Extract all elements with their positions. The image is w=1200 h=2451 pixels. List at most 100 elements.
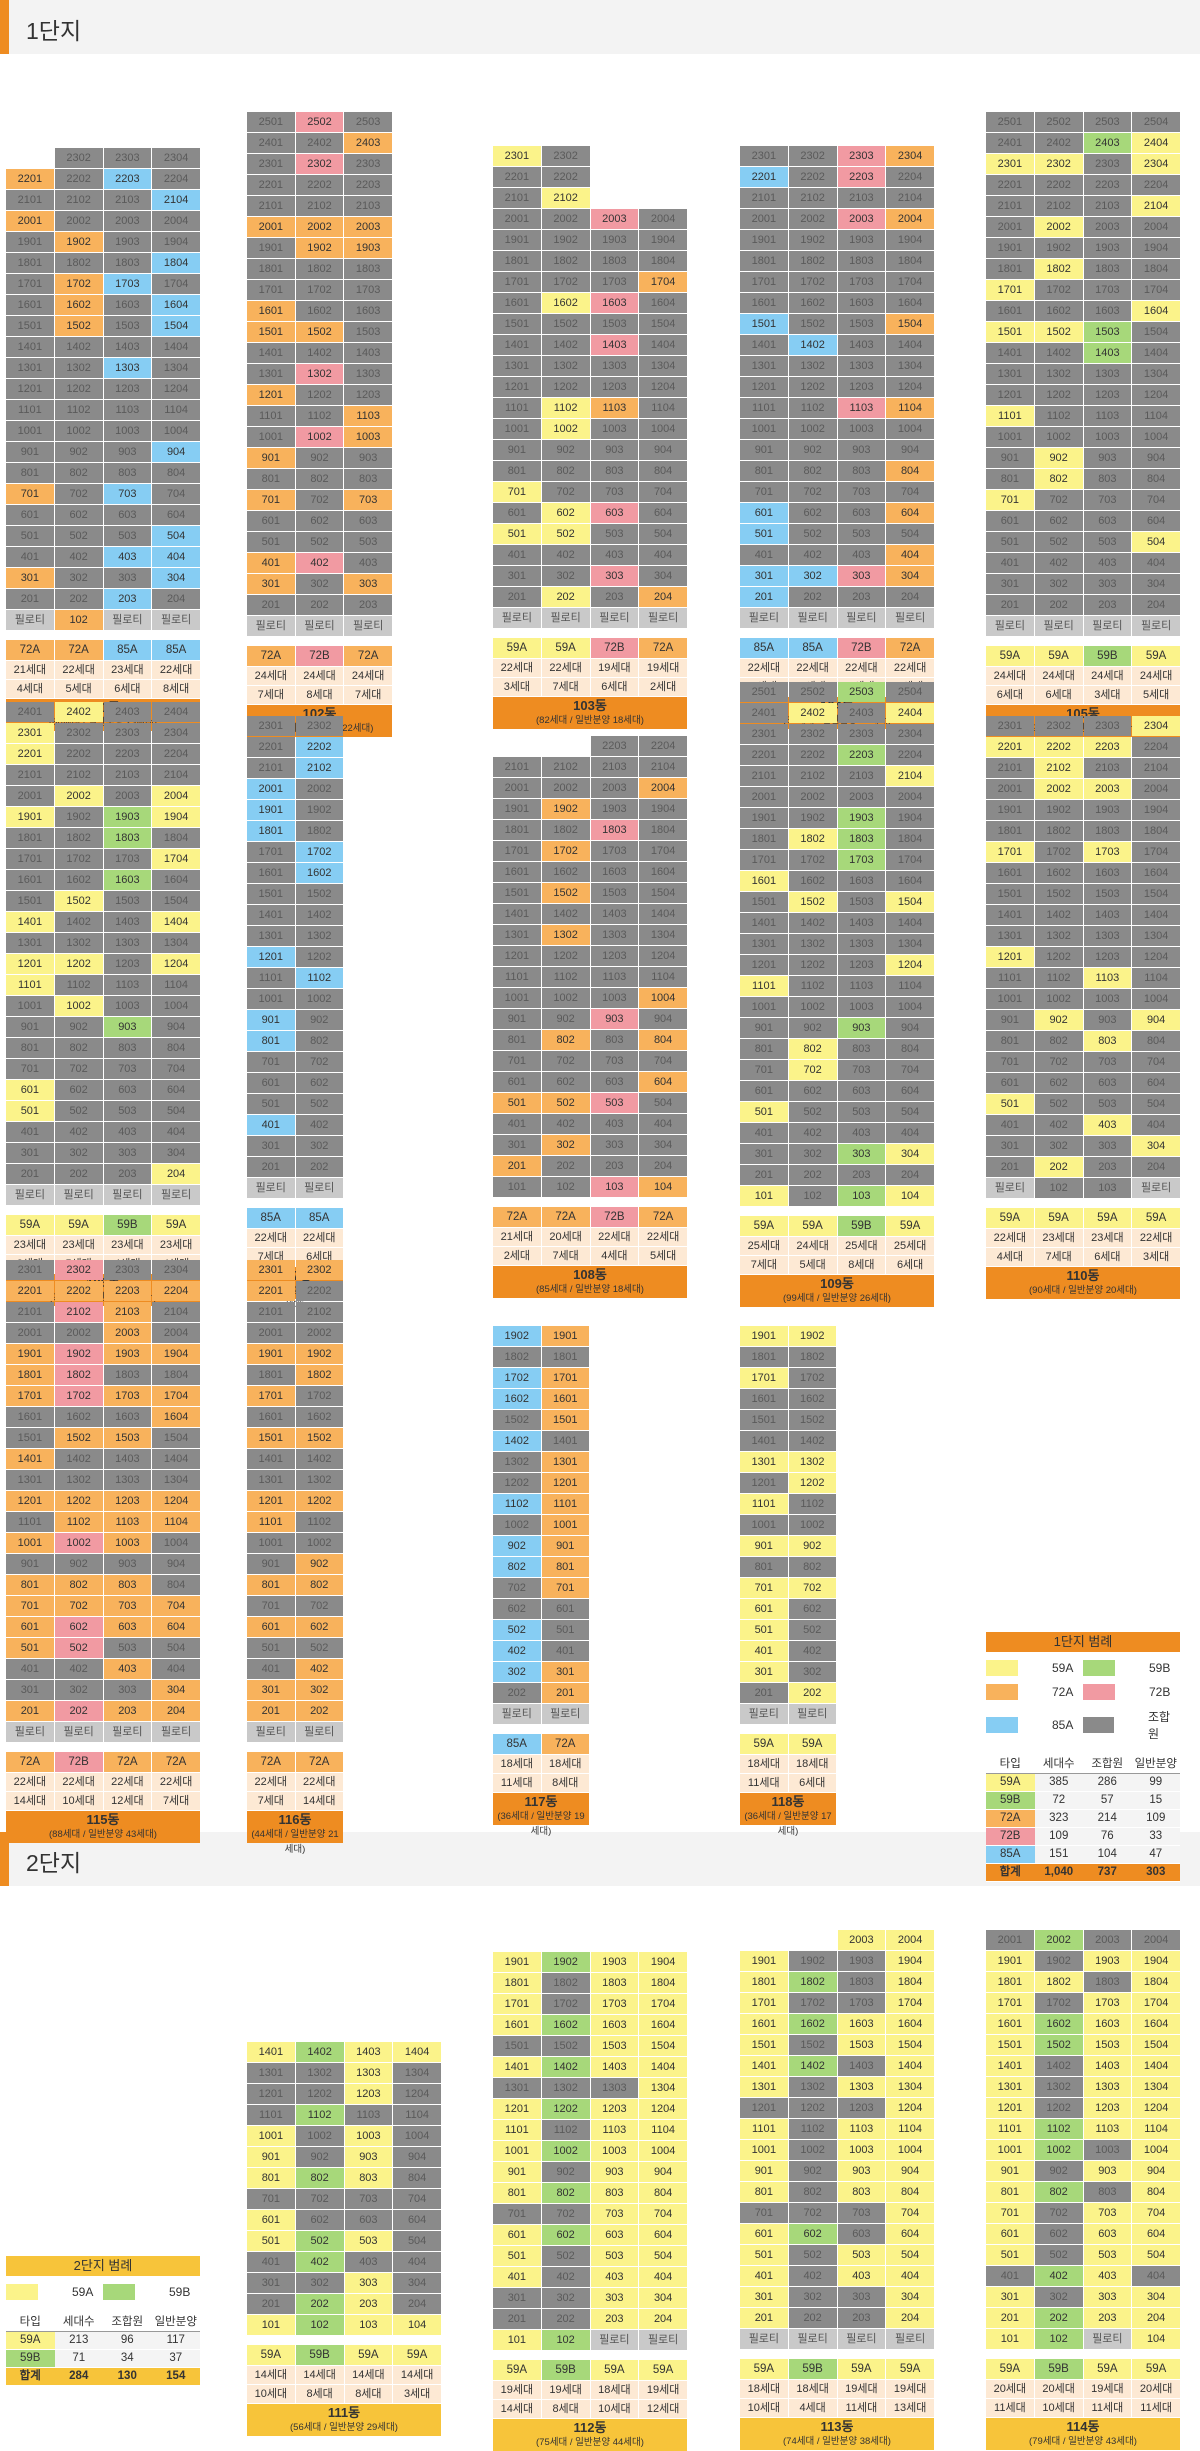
unit-grid: 2301 2302 2201 2202 2101 2102 2001 2002 2003 2004… [493, 146, 687, 628]
unit-604: 604 [152, 505, 200, 525]
unit-2103: 2103 [590, 757, 639, 777]
unit-1002: 1002 [541, 419, 590, 439]
unit-1703: 1703 [103, 274, 152, 294]
legend-swatch [1083, 1717, 1114, 1733]
unit-604: 604 [639, 1072, 687, 1092]
general-sale-row-cell: 8세대 [295, 686, 344, 704]
unit-2004: 2004 [639, 209, 687, 229]
unit-1904: 1904 [1132, 238, 1180, 258]
unit-1602: 1602 [493, 1389, 541, 1409]
unit-1103: 1103 [1083, 406, 1132, 426]
unit-204: 204 [886, 1165, 934, 1185]
type-row-cell: 59A [1034, 646, 1083, 666]
general-sale-row-cell: 8세대 [837, 1256, 886, 1274]
unit-201: 201 [247, 1701, 295, 1721]
unit-2202: 2202 [54, 1281, 103, 1301]
building-106동: 2401 2402 2403 2404 2301 2302 2303 2304 2201 2202… [6, 702, 200, 1306]
unit-903: 903 [590, 440, 639, 460]
unit-1902: 1902 [295, 800, 343, 820]
unit-grid: 2003 2004 1901 1902 1903 1904 1801 1802 1803 1804… [740, 1930, 934, 2349]
type-row-cell: 59B [788, 2359, 837, 2379]
unit-1703: 1703 [1083, 280, 1132, 300]
unit-1601: 1601 [247, 301, 295, 321]
unit-403: 403 [837, 1123, 886, 1143]
unit-1303: 1303 [590, 356, 639, 376]
unit-1003: 1003 [103, 996, 152, 1016]
unit-302: 302 [1034, 2287, 1083, 2307]
unit-1401: 1401 [493, 2057, 541, 2077]
unit-1502: 1502 [295, 1428, 343, 1448]
unit-301: 301 [247, 2273, 295, 2293]
unit-2001: 2001 [6, 211, 54, 231]
unit-2102: 2102 [295, 758, 343, 778]
unit-2002: 2002 [54, 786, 103, 806]
unit-1503: 1503 [103, 1428, 152, 1448]
unit-1101: 1101 [247, 1512, 295, 1532]
legend-swatch [1083, 1660, 1115, 1676]
unit-1702: 1702 [541, 272, 590, 292]
unit-1702: 1702 [788, 272, 837, 292]
pilotis-cell: 필로티 [740, 2329, 788, 2349]
unit-2001: 2001 [493, 778, 541, 798]
general-sale-row-cell: 7세대 [344, 686, 392, 704]
unit-504: 504 [886, 1102, 934, 1122]
general-sale-row-cell: 7세대 [541, 678, 590, 696]
unit-702: 702 [1034, 490, 1083, 510]
unit-1101: 1101 [986, 2119, 1034, 2139]
unit-202: 202 [1034, 595, 1083, 615]
unit-2204: 2204 [152, 1281, 200, 1301]
type-row-cell: 59A [344, 2345, 393, 2365]
unit-1802: 1802 [788, 1347, 836, 1367]
unit-301: 301 [740, 1144, 788, 1164]
legend-table-cell: 109 [1034, 1828, 1083, 1846]
legend-label: 59A [1052, 1661, 1074, 1675]
unit-2001: 2001 [986, 1930, 1034, 1950]
type-row-cell: 59A [54, 1215, 103, 1235]
unit-2203: 2203 [103, 1281, 152, 1301]
unit-1801: 1801 [493, 251, 541, 271]
type-row-cell: 59A [1132, 1208, 1180, 1228]
unit-1402: 1402 [788, 335, 837, 355]
unit-2002: 2002 [788, 787, 837, 807]
unit-1201: 1201 [247, 385, 295, 405]
unit-504: 504 [639, 1093, 687, 1113]
unit-1401: 1401 [6, 337, 54, 357]
building-summary-text: (36세대 / 일반분양 19세대) [497, 1811, 585, 1837]
unit-203: 203 [837, 2308, 886, 2328]
unit-902: 902 [54, 1554, 103, 1574]
unit-1003: 1003 [1083, 2140, 1132, 2160]
unit-2101: 2101 [247, 1302, 295, 1322]
legend-swatch [1083, 1684, 1115, 1700]
unit-1903: 1903 [1083, 1951, 1132, 1971]
unit-2402: 2402 [1034, 133, 1083, 153]
unit-202: 202 [54, 589, 103, 609]
unit-1403: 1403 [344, 343, 392, 363]
unit-1204: 1204 [152, 379, 200, 399]
unit-2304: 2304 [1132, 716, 1180, 736]
unit-1003: 1003 [837, 419, 886, 439]
unit-1303: 1303 [837, 2077, 886, 2097]
unit-303: 303 [103, 568, 152, 588]
unit-201: 201 [541, 1683, 589, 1703]
unit-601: 601 [493, 2225, 541, 2245]
section-title: 1단지 [26, 18, 82, 44]
unit-1504: 1504 [1132, 2035, 1180, 2055]
unit-1902: 1902 [541, 799, 590, 819]
household-row-cell: 22세대 [295, 1773, 343, 1791]
unit-1804: 1804 [1132, 1972, 1180, 1992]
unit-102: 102 [788, 1186, 837, 1206]
unit-604: 604 [152, 1617, 200, 1637]
unit-1501: 1501 [493, 2036, 541, 2056]
general-sale-row: 14세대 8세대 10세대 12세대 [493, 2400, 687, 2418]
unit-204: 204 [152, 1164, 200, 1184]
unit-601: 601 [986, 511, 1034, 531]
household-row-cell: 20세대 [986, 2380, 1034, 2398]
unit-204: 204 [886, 2308, 934, 2328]
unit-404: 404 [152, 1659, 200, 1679]
unit-503: 503 [344, 2231, 393, 2251]
general-sale-row-cell: 14세대 [6, 1792, 54, 1810]
general-sale-row-cell: 11세대 [986, 2399, 1034, 2417]
unit-502: 502 [493, 1620, 541, 1640]
household-row-cell: 22세대 [788, 659, 837, 677]
unit-1101: 1101 [247, 2105, 295, 2125]
